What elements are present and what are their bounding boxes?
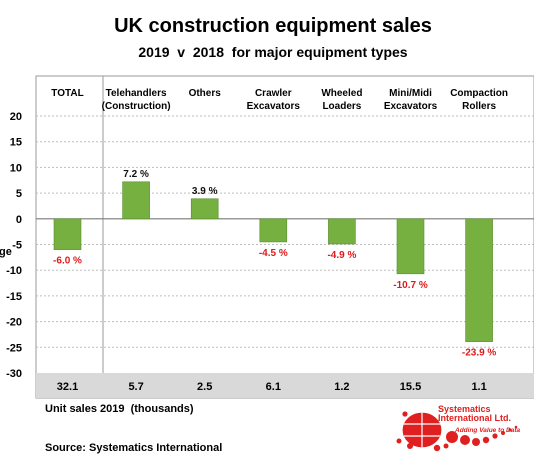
bar (259, 218, 288, 243)
y-axis-ticks: 20 15 10 5 0 -5 -10 -15 -20 -25 -30 (6, 111, 22, 380)
logo-globe-icon (396, 411, 518, 452)
bar (396, 218, 425, 275)
y-tick-label: 5 (16, 188, 22, 200)
y-tick-label: 15 (10, 137, 22, 149)
value-label: -4.9 % (327, 250, 356, 261)
value-label: 7.2 % (123, 169, 149, 180)
y-axis-label: ge (0, 246, 12, 258)
unit-sales-value: 5.7 (128, 381, 143, 393)
category-labels: TOTAL Telehandlers (Construction) Others Cra… (51, 88, 508, 112)
value-label: -10.7 % (393, 280, 428, 291)
category-label-line2: Rollers (462, 101, 496, 112)
value-label: -6.0 % (53, 256, 82, 267)
systematics-logo: Systematics International Ltd. Adding Va… (396, 404, 521, 452)
chart-title: UK construction equipment sales (114, 15, 432, 37)
value-labels: -6.0 % 7.2 % 3.9 % -4.5 % -4.9 % -10.7 % -23.9… (53, 169, 496, 359)
source-note: Source: Systematics International (45, 442, 222, 454)
unit-sales-values: 32.1 5.7 2.5 6.1 1.2 15.5 1.1 (57, 381, 487, 393)
category-label: Telehandlers (106, 88, 167, 99)
y-tick-label: -5 (12, 240, 22, 252)
category-label: TOTAL (51, 88, 83, 99)
category-label-line2: Excavators (384, 101, 438, 112)
y-tick-label: -10 (6, 265, 22, 277)
unit-sales-value: 1.2 (334, 381, 349, 393)
category-label-line2: (Construction) (102, 101, 171, 112)
unit-sales-value: 32.1 (57, 381, 78, 393)
category-label-line2: Loaders (322, 101, 361, 112)
value-label: 3.9 % (192, 186, 218, 197)
unit-sales-value: 1.1 (471, 381, 486, 393)
y-tick-label: -25 (6, 342, 22, 354)
category-label: Compaction (450, 88, 508, 99)
chart-subtitle: 2019 v 2018 for major equipment types (138, 44, 407, 60)
category-label: Others (189, 88, 222, 99)
bar (53, 218, 82, 250)
unit-sales-caption: Unit sales 2019 (thousands) (45, 403, 194, 415)
logo-line1: Systematics (438, 404, 491, 414)
y-tick-label: -20 (6, 317, 22, 329)
bar (328, 218, 356, 245)
bar (122, 181, 150, 220)
y-tick-label: -15 (6, 291, 22, 303)
unit-sales-value: 2.5 (197, 381, 212, 393)
bar (465, 218, 493, 342)
y-tick-label: -30 (6, 368, 22, 380)
category-label: Mini/Midi (389, 88, 432, 99)
unit-sales-value: 6.1 (266, 381, 281, 393)
gridlines (36, 115, 534, 348)
unit-sales-value: 15.5 (400, 381, 421, 393)
category-label: Wheeled (321, 88, 362, 99)
value-label: -23.9 % (462, 348, 497, 359)
y-tick-label: 20 (10, 111, 22, 123)
category-label: Crawler (255, 88, 292, 99)
y-tick-label: 0 (16, 214, 22, 226)
category-label-line2: Excavators (247, 101, 301, 112)
unit-sales-band (36, 373, 534, 398)
logo-tagline: Adding Value to Data (454, 427, 521, 434)
logo-line2: International Ltd. (438, 413, 511, 423)
bar (190, 198, 219, 220)
value-label: -4.5 % (259, 248, 288, 259)
y-tick-label: 10 (10, 162, 22, 174)
bars (53, 181, 493, 342)
